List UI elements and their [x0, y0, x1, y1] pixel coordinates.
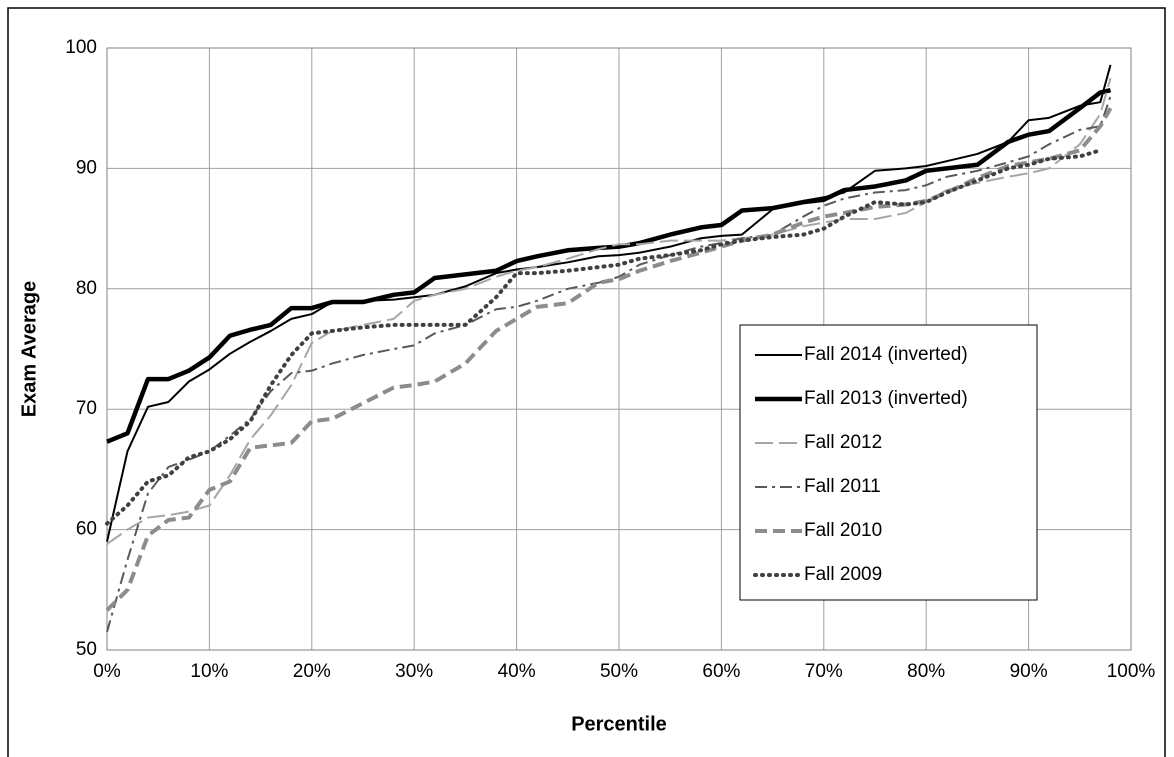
frame: [7, 7, 1166, 757]
y-tick-label: 90: [76, 157, 97, 178]
y-tick-label: 100: [65, 37, 97, 58]
x-tick-label: 0%: [93, 661, 121, 682]
x-tick-label: 90%: [1010, 661, 1048, 682]
legend-label: Fall 2012: [804, 432, 882, 453]
series-line: [106, 77, 1112, 545]
legend-box: [739, 324, 1038, 601]
series-line: [106, 64, 1112, 542]
x-tick-label: 20%: [293, 661, 331, 682]
x-tick-label: 80%: [907, 661, 945, 682]
legend-label: Fall 2010: [804, 520, 882, 541]
x-tick-label: 40%: [498, 661, 536, 682]
x-tick-label: 100%: [1107, 661, 1156, 682]
series-line: [106, 95, 1112, 633]
series-line: [105, 148, 1103, 526]
legend-label: Fall 2013 (inverted): [804, 388, 968, 409]
legend-label: Fall 2011: [804, 476, 881, 497]
legend-label: Fall 2009: [804, 564, 882, 585]
x-tick-label: 10%: [190, 661, 228, 682]
x-tick-label: 30%: [395, 661, 433, 682]
x-tick-label: 70%: [805, 661, 843, 682]
y-tick-label: 60: [76, 519, 97, 540]
x-axis-label: Percentile: [571, 713, 667, 735]
plot-border: [106, 47, 1132, 651]
y-tick-label: 50: [76, 639, 97, 660]
y-tick-label: 80: [76, 278, 97, 299]
y-tick-label: 70: [76, 398, 97, 419]
series-line: [106, 87, 1112, 444]
legend-label: Fall 2014 (inverted): [804, 344, 968, 365]
x-tick-label: 50%: [600, 661, 638, 682]
x-tick-label: 60%: [702, 661, 740, 682]
y-axis-label: Exam Average: [18, 281, 40, 417]
